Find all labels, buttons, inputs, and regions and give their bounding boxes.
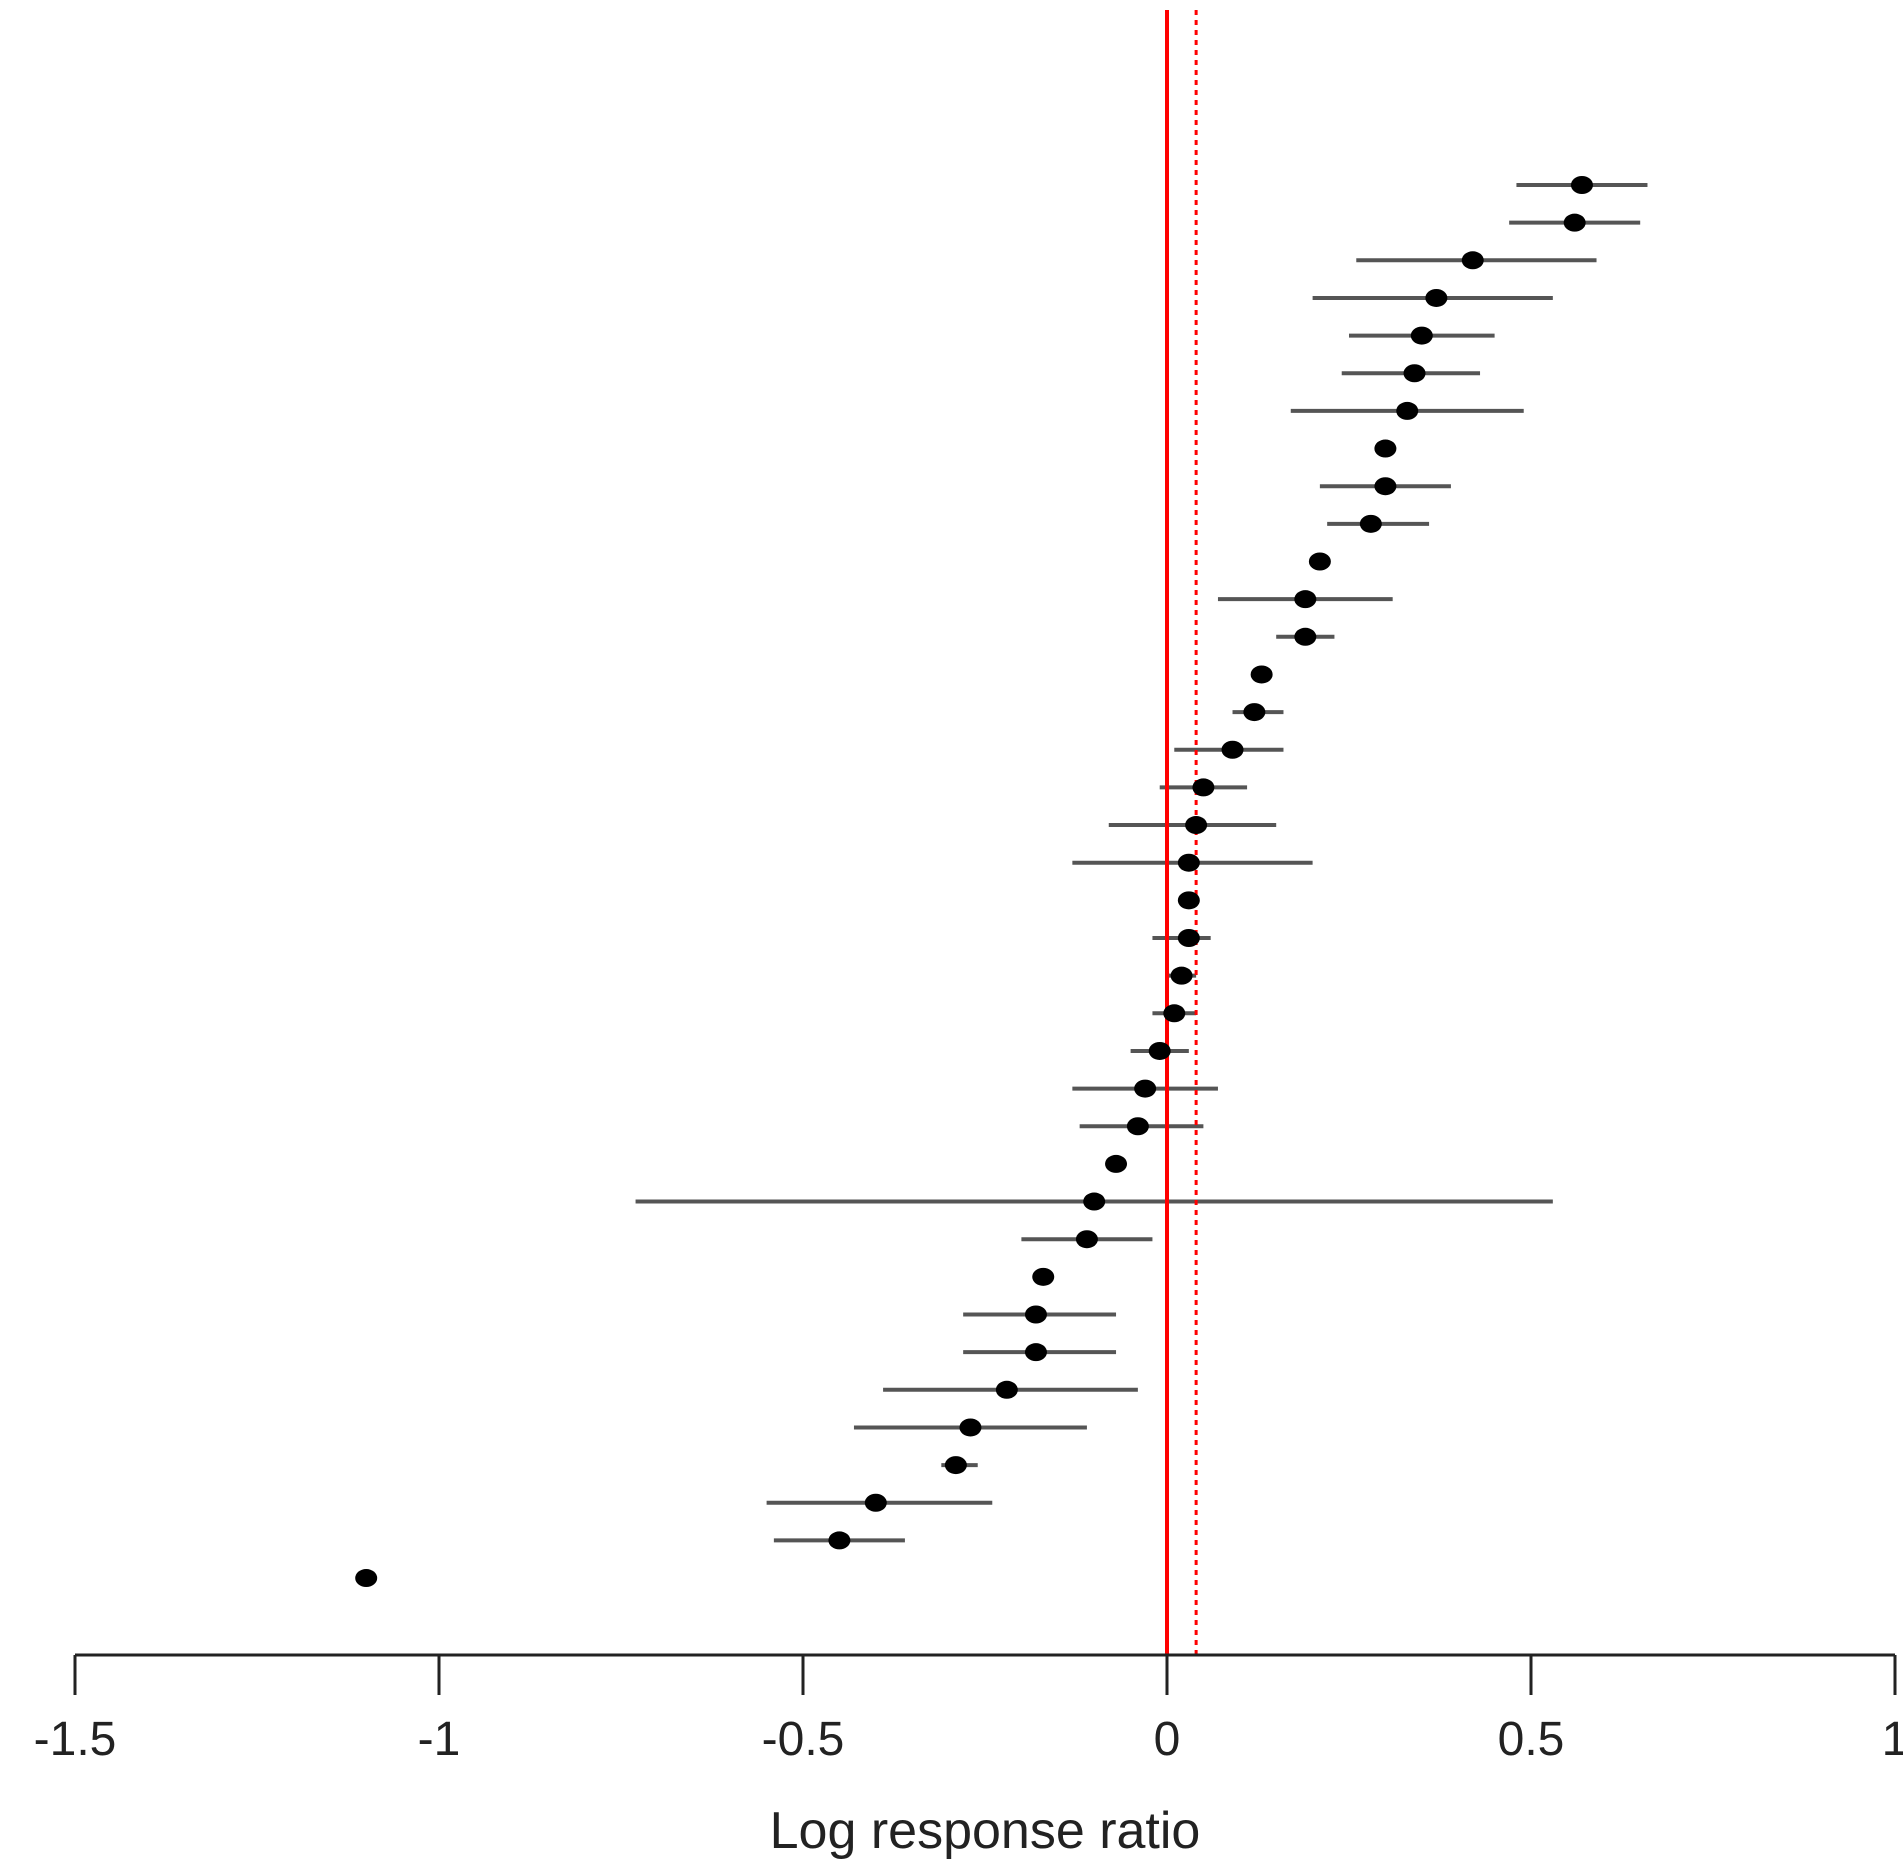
point-estimate [864, 1493, 887, 1512]
point-estimate [1105, 1154, 1128, 1173]
x-tick-label: -0.5 [762, 1713, 845, 1766]
point-estimate [1425, 288, 1448, 307]
point-estimate [1563, 213, 1586, 232]
point-estimate [828, 1531, 851, 1550]
point-estimate [1192, 778, 1215, 797]
point-estimate [1177, 929, 1200, 947]
x-axis-title: Log response ratio [770, 1802, 1201, 1860]
point-estimates [355, 176, 1593, 1588]
point-estimate [355, 1569, 378, 1588]
x-tick-label: -1.5 [34, 1713, 117, 1766]
point-estimate [1294, 627, 1317, 646]
x-tick-label: 1 [1882, 1713, 1903, 1766]
point-estimate [1163, 1004, 1186, 1023]
point-estimate [1308, 552, 1331, 571]
point-estimate [1148, 1041, 1171, 1060]
point-estimate [1461, 251, 1484, 270]
x-tick-label: 0.5 [1498, 1713, 1565, 1766]
x-tick-label: 0 [1154, 1713, 1181, 1766]
point-estimate [1374, 477, 1397, 496]
point-estimate [1126, 1117, 1149, 1136]
point-estimate [1396, 401, 1419, 420]
point-estimate [1359, 514, 1382, 533]
point-estimate [1177, 853, 1200, 872]
x-axis-ticks: -1.5 -1 -0.5 0 0.5 1 [34, 1655, 1903, 1766]
point-estimate [1294, 590, 1317, 609]
point-estimate [995, 1380, 1018, 1399]
point-estimate [1083, 1192, 1106, 1211]
point-estimate [1032, 1267, 1055, 1286]
point-estimate [1410, 326, 1433, 345]
point-estimate [1243, 703, 1266, 722]
point-estimate [1250, 665, 1273, 684]
point-estimate [1185, 816, 1208, 835]
point-estimate [1403, 364, 1426, 383]
point-estimate [1024, 1305, 1047, 1324]
point-estimate [1570, 176, 1593, 194]
point-estimate [1134, 1079, 1157, 1098]
point-estimate [1374, 439, 1397, 458]
point-estimate [1177, 891, 1200, 910]
point-estimate [1221, 740, 1244, 759]
confidence-intervals [358, 183, 1648, 1581]
point-estimate [1024, 1343, 1047, 1362]
point-estimate [944, 1456, 967, 1475]
point-estimate [959, 1418, 982, 1437]
x-tick-label: -1 [418, 1713, 461, 1766]
point-estimate [1170, 966, 1193, 985]
point-estimate [1075, 1230, 1098, 1249]
